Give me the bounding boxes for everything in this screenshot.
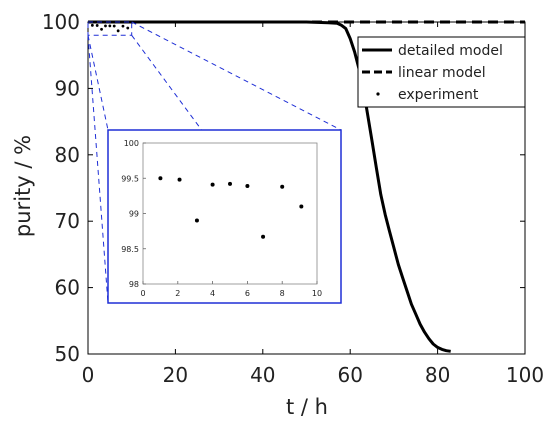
inset-experiment-point bbox=[245, 184, 250, 189]
experiment-point bbox=[108, 24, 112, 28]
inset-experiment-point bbox=[299, 204, 304, 209]
inset-y-tick-label: 98 bbox=[129, 280, 139, 289]
zoom-connector bbox=[87, 35, 109, 304]
y-tick-label: 70 bbox=[55, 209, 80, 233]
y-tick-label: 90 bbox=[55, 76, 80, 100]
experiment-point bbox=[95, 24, 99, 27]
inset-y-tick-label: 100 bbox=[124, 139, 139, 148]
x-axis-label: t / h bbox=[286, 395, 328, 419]
inset-x-tick-label: 0 bbox=[140, 289, 145, 298]
inset-experiment-point bbox=[210, 182, 215, 187]
zoom-region-box bbox=[87, 21, 133, 36]
x-tick-label: 80 bbox=[425, 363, 450, 387]
zoom-connector bbox=[131, 21, 342, 131]
inset-y-tick-label: 98.5 bbox=[121, 245, 139, 254]
inset-experiment-point bbox=[228, 181, 232, 186]
inset-frame bbox=[107, 129, 342, 304]
inset-y-tick-label: 99.5 bbox=[121, 174, 139, 183]
experiment-point bbox=[112, 24, 116, 28]
zoom-connector bbox=[87, 35, 109, 131]
inset-x-tick-label: 10 bbox=[312, 289, 322, 298]
zoom-connector bbox=[131, 34, 203, 131]
inset-plot: 0 2 4 6 8 10 98 98.5 99 99.5 100 bbox=[107, 129, 342, 304]
inset-experiment-point bbox=[261, 234, 266, 239]
experiment-point bbox=[116, 29, 120, 33]
series-layer bbox=[88, 20, 525, 353]
zoom-indicator bbox=[87, 21, 342, 304]
experiment-point bbox=[90, 23, 94, 27]
y-axis-label: purity / % bbox=[11, 135, 35, 237]
inset-y-tick-label: 99 bbox=[129, 210, 139, 219]
x-tick-label: 100 bbox=[506, 363, 544, 387]
inset-x-tick-label: 4 bbox=[210, 289, 215, 298]
experiment-point bbox=[126, 26, 130, 30]
x-tick-label: 40 bbox=[250, 363, 275, 387]
y-tick-label: 50 bbox=[55, 342, 80, 366]
legend-label-linear-model: linear model bbox=[398, 65, 486, 81]
legend-label-detailed-model: detailed model bbox=[398, 43, 503, 59]
inset-experiment-point bbox=[158, 176, 163, 181]
inset-experiment-point bbox=[280, 184, 285, 189]
experiment-point bbox=[121, 24, 125, 28]
inset-experiment-point bbox=[194, 218, 199, 223]
x-tick-label: 20 bbox=[163, 363, 188, 387]
x-tick-label: 0 bbox=[82, 363, 95, 387]
legend: detailed model linear model experiment bbox=[357, 36, 526, 108]
inset-x-tick-label: 8 bbox=[280, 289, 285, 298]
y-tick-label: 100 bbox=[42, 10, 80, 34]
legend-marker-experiment bbox=[376, 92, 380, 96]
experiment-point bbox=[104, 24, 107, 28]
detailed-model-line bbox=[88, 20, 451, 353]
inset-x-tick-label: 6 bbox=[245, 289, 250, 298]
x-tick-label: 60 bbox=[337, 363, 362, 387]
inset-x-tick-label: 2 bbox=[175, 289, 180, 298]
y-tick-label: 80 bbox=[55, 143, 80, 167]
y-tick-label: 60 bbox=[55, 276, 80, 300]
legend-label-experiment: experiment bbox=[398, 87, 479, 103]
inset-experiment-point bbox=[177, 177, 182, 182]
experiment-point bbox=[100, 27, 103, 31]
